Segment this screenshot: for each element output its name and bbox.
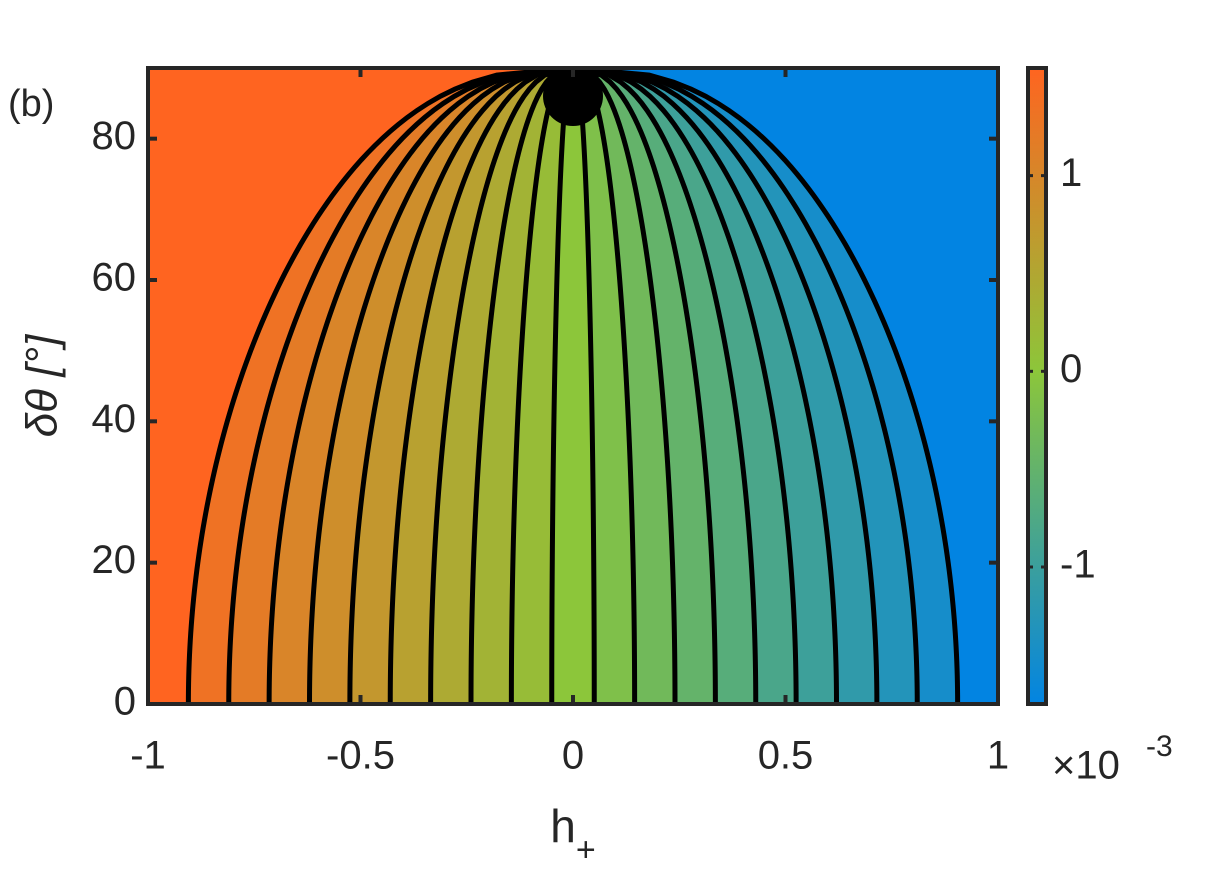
- contour-line: [572, 68, 961, 704]
- y-tick-label: 60: [92, 256, 137, 300]
- contour-line: [185, 68, 574, 704]
- region: [349, 68, 573, 704]
- contour-line: [570, 68, 597, 704]
- x-tick-label: -0.5: [326, 734, 395, 778]
- region: [471, 68, 573, 704]
- contour-line: [226, 68, 574, 704]
- contour-line: [347, 68, 574, 704]
- contour-line: [572, 68, 799, 704]
- y-tick-label: 80: [92, 114, 137, 158]
- region: [573, 68, 918, 704]
- panel-label: (b): [8, 83, 54, 125]
- x-tick-label: 0.5: [758, 734, 814, 778]
- region: [573, 68, 675, 704]
- y-axis-label: δθ [°]: [18, 333, 67, 437]
- x-tick-label: 0: [562, 734, 584, 778]
- contour-line: [307, 68, 574, 704]
- colorbar-multiplier: ×10: [1052, 744, 1120, 788]
- y-tick-label: 40: [92, 397, 137, 441]
- contour-line: [549, 68, 576, 704]
- contour-line: [468, 68, 574, 704]
- contour-line: [508, 68, 575, 704]
- region: [269, 68, 573, 704]
- contour-line: [572, 68, 920, 704]
- contour-line: [428, 68, 574, 704]
- x-label-main: h: [550, 800, 576, 852]
- region: [573, 68, 716, 704]
- x-label-sub: +: [576, 831, 596, 869]
- x-axis-label: h+: [550, 800, 595, 869]
- convergence-point: [543, 68, 603, 126]
- contour-line: [572, 68, 839, 704]
- region: [573, 68, 877, 704]
- colorbar: [1026, 66, 1048, 706]
- contour-line: [571, 68, 638, 704]
- plot-area: [148, 68, 998, 704]
- contour-line: [266, 68, 574, 704]
- contour-line: [572, 68, 880, 704]
- overlay: -1 -0.5 0 0.5 1 0 20 40 60 80 -1 0 1: [92, 66, 1096, 778]
- x-tick-label: -1: [130, 734, 166, 778]
- y-tick-label: 20: [92, 538, 137, 582]
- region: [309, 68, 573, 704]
- contour-line: [387, 68, 574, 704]
- region: [228, 68, 573, 704]
- contour-line: [572, 68, 718, 704]
- region: [188, 68, 573, 704]
- colorbar-tick-label: 1: [1060, 151, 1082, 195]
- region: [573, 68, 797, 704]
- colorbar-exponent: -3: [1146, 730, 1173, 763]
- region: [430, 68, 573, 704]
- y-tick-label: 0: [114, 680, 136, 724]
- region: [573, 68, 837, 704]
- colorbar-tick-label: 0: [1060, 347, 1082, 391]
- contour-line: [572, 68, 759, 704]
- colorbar-tick-label: -1: [1060, 543, 1096, 587]
- region: [551, 68, 595, 704]
- region: [573, 68, 958, 704]
- contour-line: [572, 68, 678, 704]
- x-tick-label: 1: [987, 734, 1009, 778]
